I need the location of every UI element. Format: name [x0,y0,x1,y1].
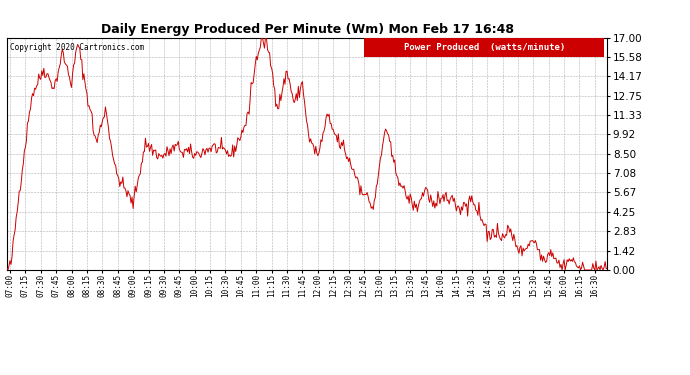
Text: Copyright 2020 Cartronics.com: Copyright 2020 Cartronics.com [10,44,144,52]
Title: Daily Energy Produced Per Minute (Wm) Mon Feb 17 16:48: Daily Energy Produced Per Minute (Wm) Mo… [101,23,513,36]
